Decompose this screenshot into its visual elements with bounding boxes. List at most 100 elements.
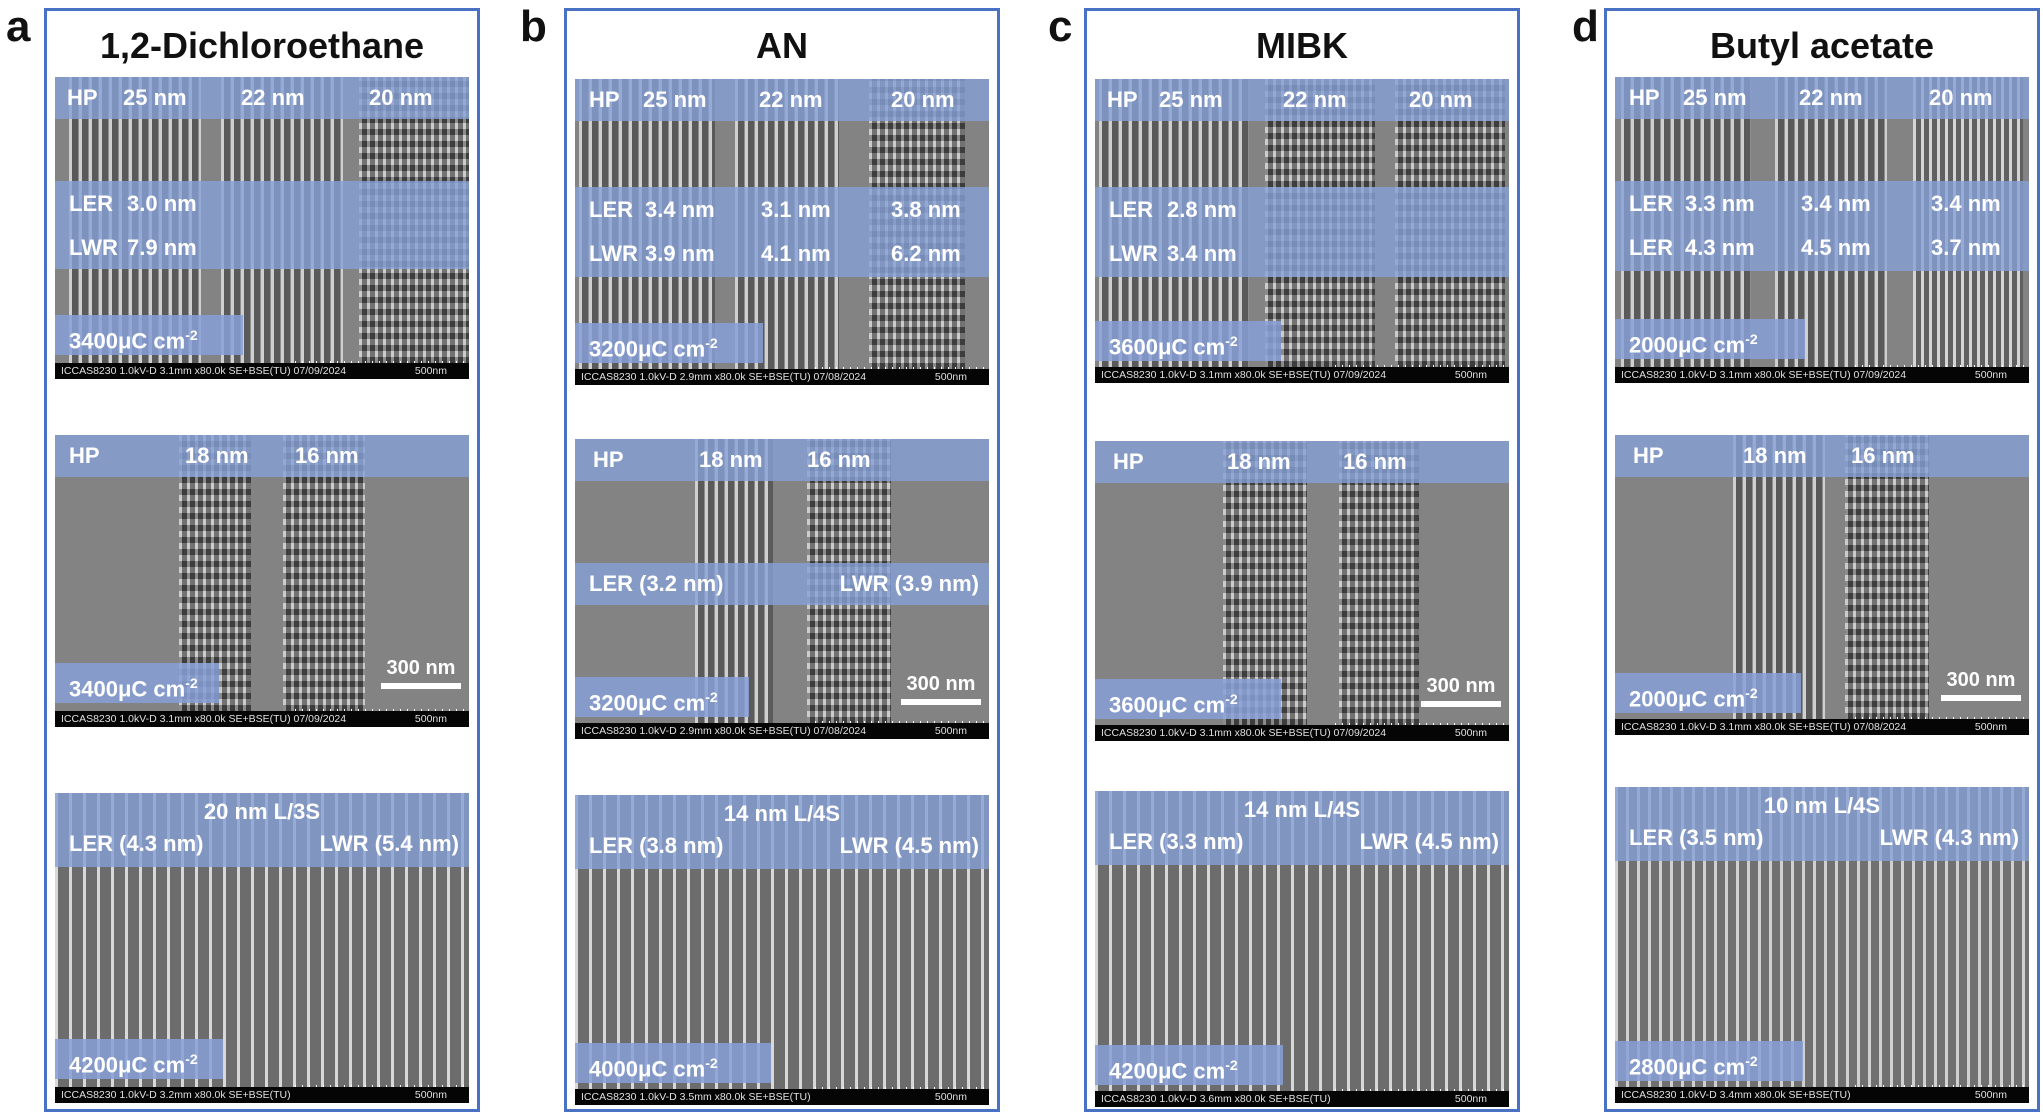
sem-image-bottom: 14 nm L/4S LER (3.3 nm) LWR (4.5 nm) 420…	[1095, 791, 1509, 1107]
sem-micrograph	[1615, 435, 2029, 719]
lwr-value-1: 4.3 nm	[1685, 235, 1755, 260]
hp-label: HP	[589, 87, 620, 112]
label-band	[55, 793, 469, 867]
roughness-band	[575, 563, 989, 605]
scale-bar: 300 nm	[1421, 675, 1501, 707]
grating-title: 14 nm L/4S	[723, 801, 841, 826]
sem-info-bar: ICCAS8230 1.0kV-D 3.2mm x80.0k SE+BSE(TU…	[55, 1087, 469, 1103]
label-band	[1095, 791, 1509, 865]
pitch-label-1: 25 nm	[1683, 85, 1747, 110]
pitch-label-3: 20 nm	[891, 87, 955, 112]
panel-d: Butyl acetate HP 25 nm 22 nm 20 nm LER 3…	[1604, 8, 2040, 1112]
lwr-label: LWR	[1109, 241, 1158, 266]
ler-value: LER (3.5 nm)	[1629, 825, 1764, 850]
sem-image-top: HP 25 nm 22 nm 20 nm LER 2.8 nm LWR 3.4 …	[1095, 79, 1509, 383]
panel-letter-d: d	[1572, 2, 1599, 51]
label-band	[575, 795, 989, 869]
pitch-label-1: 25 nm	[643, 87, 707, 112]
sem-micrograph	[55, 435, 469, 711]
pitch-label-band	[1095, 79, 1509, 121]
sem-image-bottom: 10 nm L/4S LER (3.5 nm) LWR (4.3 nm) 280…	[1615, 787, 2029, 1103]
pitch-label-1: 18 nm	[1227, 449, 1291, 474]
pitch-label-1: 25 nm	[123, 85, 187, 110]
dose-label: 3600μC cm-2	[1095, 321, 1281, 361]
sem-info-bar: ICCAS8230 1.0kV-D 3.1mm x80.0k SE+BSE(TU…	[1095, 725, 1509, 741]
hp-label: HP	[69, 443, 100, 468]
pitch-label-band	[575, 79, 989, 121]
scale-bar: 300 nm	[381, 657, 461, 689]
pitch-label-band	[55, 77, 469, 119]
ler-value-1: 3.4 nm	[645, 197, 715, 222]
dose-label: 2000μC cm-2	[1615, 673, 1801, 713]
pitch-label-2: 16 nm	[1851, 443, 1915, 468]
dose-label: 4200μC cm-2	[55, 1039, 223, 1079]
lwr-value-2: 4.5 nm	[1801, 235, 1871, 260]
label-band	[1615, 787, 2029, 861]
sem-info-bar: ICCAS8230 1.0kV-D 2.9mm x80.0k SE+BSE(TU…	[575, 369, 989, 385]
ler-label: LER	[589, 197, 633, 222]
pitch-label-3: 20 nm	[1929, 85, 1993, 110]
roughness-band	[55, 181, 469, 269]
dose-label: 3200μC cm-2	[575, 677, 749, 717]
sem-info-bar: ICCAS8230 1.0kV-D 3.1mm x80.0k SE+BSE(TU…	[55, 711, 469, 727]
panel-b: AN HP 25 nm 22 nm 20 nm LER 3.4 nm 3.1 n…	[564, 8, 1000, 1112]
pitch-label-1: 18 nm	[1743, 443, 1807, 468]
roughness-band	[575, 187, 989, 277]
pitch-label-band	[55, 435, 469, 477]
dose-label: 3600μC cm-2	[1095, 679, 1281, 719]
sem-image-top: HP 25 nm 22 nm 20 nm LER 3.4 nm 3.1 nm 3…	[575, 79, 989, 385]
pitch-label-1: 18 nm	[185, 443, 249, 468]
panel-letter-c: c	[1048, 2, 1073, 51]
ler-value-3: 3.4 nm	[1931, 191, 2001, 216]
lwr-value: LWR (4.5 nm)	[839, 833, 979, 858]
panel-c: MIBK HP 25 nm 22 nm 20 nm LER 2.8 nm LWR…	[1084, 8, 1520, 1112]
pitch-label-2: 16 nm	[295, 443, 359, 468]
pitch-label-3: 20 nm	[1409, 87, 1473, 112]
sem-image-top: HP 25 nm 22 nm 20 nm LER 3.3 nm 3.4 nm 3…	[1615, 77, 2029, 383]
panel-title: Butyl acetate	[1709, 25, 1935, 66]
ler-value: LER (4.3 nm)	[69, 831, 204, 856]
sem-image-mid: HP 18 nm 16 nm 300 nm 3600μC cm-2 ICCAS8…	[1095, 441, 1509, 741]
ler-label: LER	[1629, 191, 1673, 216]
pitch-label-2: 22 nm	[241, 85, 305, 110]
lwr-value: LWR (5.4 nm)	[319, 831, 459, 856]
sem-image-mid: HP 18 nm 16 nm 300 nm 2000μC cm-2 ICCAS8…	[1615, 435, 2029, 735]
sem-info-bar: ICCAS8230 1.0kV-D 2.9mm x80.0k SE+BSE(TU…	[575, 723, 989, 739]
panel-letter-a: a	[6, 2, 31, 51]
ler-value: LER (3.8 nm)	[589, 833, 724, 858]
ler-value-1: 3.0 nm	[127, 191, 197, 216]
dose-label: 4000μC cm-2	[575, 1043, 771, 1083]
pitch-label-band	[575, 439, 989, 481]
sem-image-bottom: 20 nm L/3S LER (4.3 nm) LWR (5.4 nm) 420…	[55, 793, 469, 1103]
lwr-label: LWR	[69, 235, 118, 260]
panel-a: 1,2-Dichloroethane HP 25 nm 22 nm 20 nm …	[44, 8, 480, 1112]
ler-value-2: 3.4 nm	[1801, 191, 1871, 216]
lwr-value-3: 3.7 nm	[1931, 235, 2001, 260]
dose-label: 2800μC cm-2	[1615, 1041, 1803, 1081]
dose-label: 4200μC cm-2	[1095, 1045, 1283, 1085]
sem-image-top: HP 25 nm 22 nm 20 nm LER 3.0 nm LWR 7.9 …	[55, 77, 469, 379]
sem-info-bar: ICCAS8230 1.0kV-D 3.1mm x80.0k SE+BSE(TU…	[1615, 719, 2029, 735]
ler-value-1: 2.8 nm	[1167, 197, 1237, 222]
sem-info-bar: ICCAS8230 1.0kV-D 3.1mm x80.0k SE+BSE(TU…	[55, 363, 469, 379]
panel-title: MIBK	[1256, 25, 1348, 66]
pitch-label-2: 16 nm	[807, 447, 871, 472]
sem-image-mid: HP 18 nm 16 nm 300 nm 3400μC cm-2 ICCAS8…	[55, 435, 469, 727]
pitch-label-band	[1615, 77, 2029, 119]
dose-label: 3400μC cm-2	[55, 663, 219, 703]
ler-label: LER	[1109, 197, 1153, 222]
sem-info-bar: ICCAS8230 1.0kV-D 3.1mm x80.0k SE+BSE(TU…	[1615, 367, 2029, 383]
lwr-label: LER	[1629, 235, 1673, 260]
lwr-value-1: 7.9 nm	[127, 235, 197, 260]
lwr-value: LWR (4.3 nm)	[1879, 825, 2019, 850]
hp-label: HP	[593, 447, 624, 472]
grating-title: 14 nm L/4S	[1243, 797, 1361, 822]
sem-info-bar: ICCAS8230 1.0kV-D 3.6mm x80.0k SE+BSE(TU…	[1095, 1091, 1509, 1107]
hp-label: HP	[1629, 85, 1660, 110]
hp-label: HP	[67, 85, 98, 110]
ler-value-1: 3.3 nm	[1685, 191, 1755, 216]
ler-value: LER (3.3 nm)	[1109, 829, 1244, 854]
lwr-value-1: 3.9 nm	[645, 241, 715, 266]
hp-label: HP	[1113, 449, 1144, 474]
pitch-label-band	[1615, 435, 2029, 477]
